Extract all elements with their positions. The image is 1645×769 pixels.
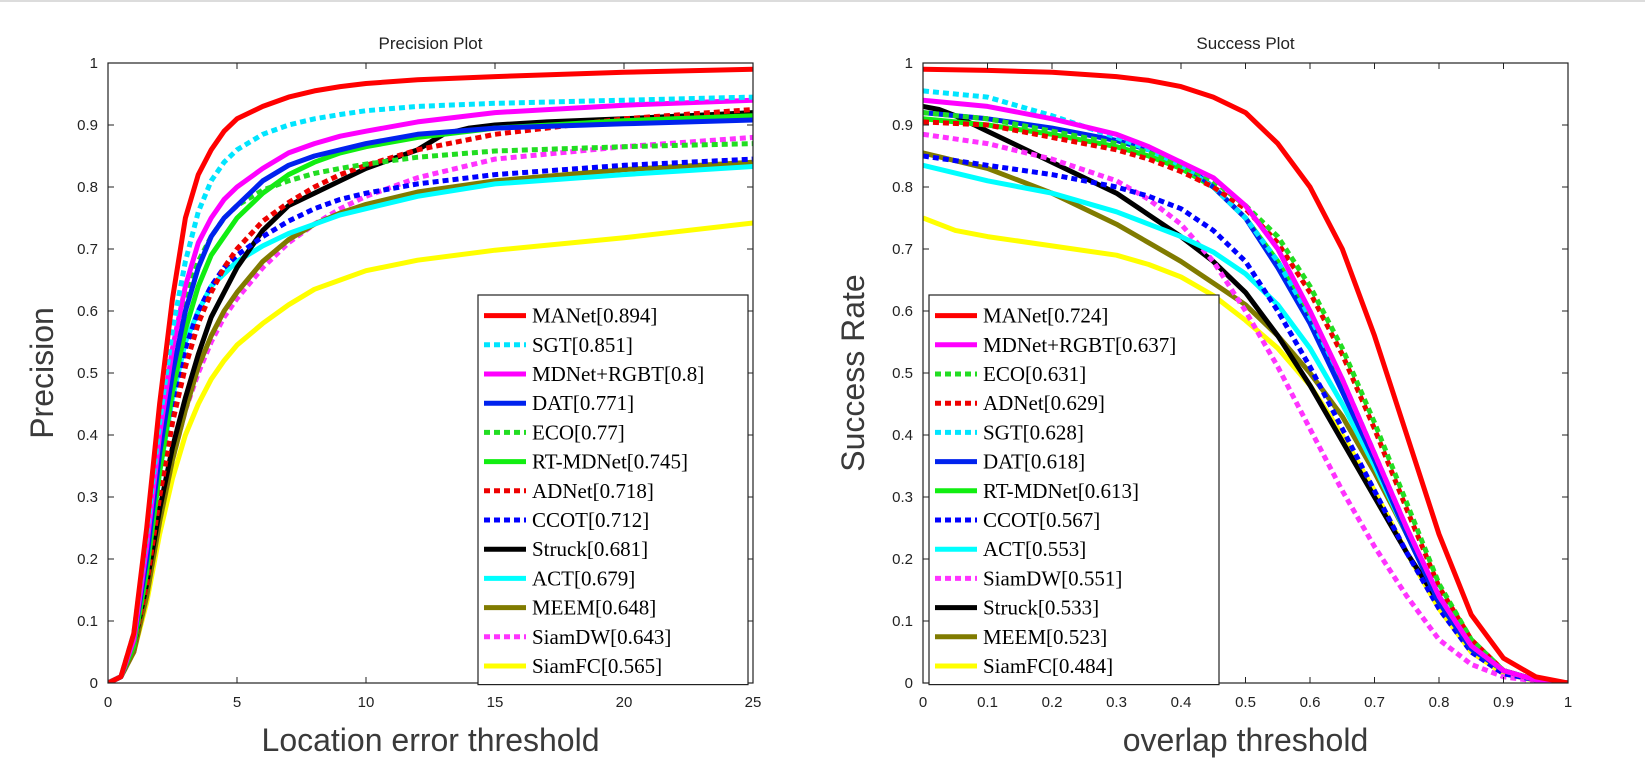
y-tick-label: 0.9 xyxy=(77,117,98,134)
y-axis-label: Precision xyxy=(24,307,60,439)
legend-entry: ACT[0.553] xyxy=(983,537,1086,561)
legend-entry: CCOT[0.712] xyxy=(532,508,649,532)
legend-entry: MEEM[0.523] xyxy=(983,625,1107,649)
x-tick-label: 0 xyxy=(104,694,112,711)
x-tick-label: 0.8 xyxy=(1429,694,1450,711)
series-line xyxy=(923,110,1568,683)
legend-entry: DAT[0.618] xyxy=(983,450,1085,474)
y-tick-label: 0.4 xyxy=(892,427,913,444)
series-group xyxy=(923,66,1568,683)
legend-entry: RT-MDNet[0.745] xyxy=(532,450,688,474)
x-tick-label: 0.1 xyxy=(977,694,998,711)
y-axis-label: Success Rate xyxy=(835,274,871,471)
legend-entry: DAT[0.771] xyxy=(532,391,634,415)
series-line xyxy=(923,153,1568,683)
legend-entry: ADNet[0.718] xyxy=(532,479,654,503)
y-tick-label: 0.2 xyxy=(77,551,98,568)
x-tick-label: 10 xyxy=(358,694,375,711)
legend-entry: MDNet+RGBT[0.8] xyxy=(532,362,704,386)
legend-entry: Struck[0.681] xyxy=(532,537,648,561)
series-line xyxy=(923,97,1568,683)
chart-panel-2: Success Plot overlap threshold Success Rat… xyxy=(835,34,1572,758)
legend-entry: CCOT[0.567] xyxy=(983,508,1100,532)
x-tick-label: 20 xyxy=(616,694,633,711)
series-line xyxy=(923,131,1568,683)
x-tick-label: 25 xyxy=(745,694,762,711)
legend-entry: MEEM[0.648] xyxy=(532,596,656,620)
legend-entry: SGT[0.851] xyxy=(532,333,633,357)
series-line xyxy=(923,66,1568,683)
chart-panel-1: Precision Plot Location error threshold Pr… xyxy=(24,34,761,758)
legend-entry: SGT[0.628] xyxy=(983,420,1084,444)
y-tick-label: 0.5 xyxy=(892,365,913,382)
y-tick-label: 1 xyxy=(905,55,913,72)
legend-box xyxy=(477,294,749,686)
legend-entry: SiamFC[0.484] xyxy=(983,654,1113,678)
y-tick-label: 0.1 xyxy=(892,613,913,630)
x-tick-label: 0.5 xyxy=(1235,694,1256,711)
legend: MANet[0.724] MDNet+RGBT[0.637] ECO[0.631] A… xyxy=(928,294,1220,686)
y-tick-label: 0.8 xyxy=(892,179,913,196)
y-tick-label: 0.4 xyxy=(77,427,98,444)
x-tick-label: 0.4 xyxy=(1171,694,1192,711)
x-axis-label: overlap threshold xyxy=(1123,722,1368,758)
y-tick-label: 0 xyxy=(905,675,913,692)
legend-entry: MDNet+RGBT[0.637] xyxy=(983,333,1176,357)
x-tick-label: 0.6 xyxy=(1300,694,1321,711)
legend-entry: SiamDW[0.643] xyxy=(532,625,671,649)
series-group xyxy=(108,66,753,683)
legend-entry: MANet[0.724] xyxy=(983,304,1108,328)
y-tick-label: 0.2 xyxy=(892,551,913,568)
y-tick-label: 0.1 xyxy=(77,613,98,630)
legend-entry: ADNet[0.629] xyxy=(983,391,1105,415)
x-tick-label: 15 xyxy=(487,694,504,711)
chart-title: Success Plot xyxy=(1196,34,1295,53)
legend-entry: MANet[0.894] xyxy=(532,304,657,328)
series-line xyxy=(108,94,753,683)
y-tick-label: 0.6 xyxy=(77,303,98,320)
chart-title: Precision Plot xyxy=(379,34,483,53)
x-tick-label: 0.2 xyxy=(1042,694,1063,711)
legend-entry: RT-MDNet[0.613] xyxy=(983,479,1139,503)
y-tick-label: 0.6 xyxy=(892,303,913,320)
legend-entry: ACT[0.679] xyxy=(532,566,635,590)
y-tick-label: 0.9 xyxy=(892,117,913,134)
y-tick-label: 0.3 xyxy=(77,489,98,506)
legend-box xyxy=(928,294,1220,686)
y-tick-label: 0.7 xyxy=(77,241,98,258)
series-line xyxy=(108,66,753,683)
series-line xyxy=(923,215,1568,683)
legend: MANet[0.894] SGT[0.851] MDNet+RGBT[0.8] DAT… xyxy=(477,294,749,686)
y-tick-label: 0.3 xyxy=(892,489,913,506)
top-separator xyxy=(0,0,1645,2)
y-tick-label: 1 xyxy=(90,55,98,72)
x-tick-label: 1 xyxy=(1564,694,1572,711)
legend-entry: SiamDW[0.551] xyxy=(983,566,1122,590)
legend-entry: ECO[0.77] xyxy=(532,420,625,444)
x-tick-label: 0.7 xyxy=(1364,694,1385,711)
x-tick-label: 0 xyxy=(919,694,927,711)
legend-entry: Struck[0.533] xyxy=(983,596,1099,620)
y-tick-label: 0.5 xyxy=(77,365,98,382)
y-tick-label: 0.8 xyxy=(77,179,98,196)
y-tick-label: 0.7 xyxy=(892,241,913,258)
legend-entry: SiamFC[0.565] xyxy=(532,654,662,678)
x-axis-label: Location error threshold xyxy=(262,722,600,758)
x-tick-label: 0.3 xyxy=(1106,694,1127,711)
legend-entry: ECO[0.631] xyxy=(983,362,1086,386)
x-tick-label: 0.9 xyxy=(1493,694,1514,711)
y-tick-label: 0 xyxy=(90,675,98,692)
x-tick-label: 5 xyxy=(233,694,241,711)
